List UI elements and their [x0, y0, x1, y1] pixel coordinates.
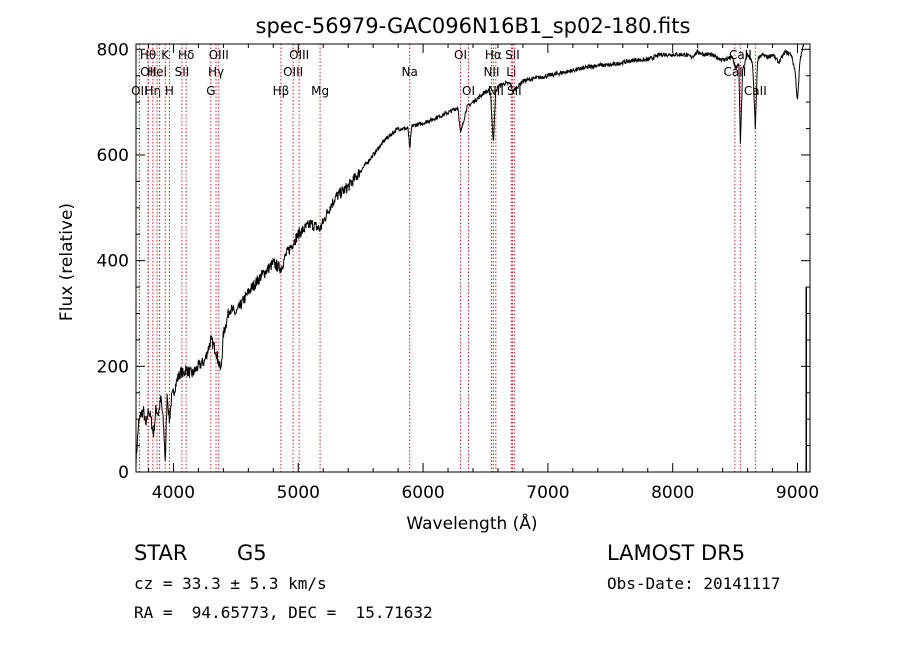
- line-marker-label-11: Hγ: [208, 65, 224, 79]
- x-tick-label-1: 5000: [277, 483, 320, 503]
- redshift-velocity: cz = 33.3 ± 5.3 km/s: [134, 574, 327, 593]
- observation-date: Obs-Date: 20141117: [607, 574, 781, 593]
- object-class-label: STAR: [134, 541, 188, 565]
- line-marker-label-19: OI: [462, 84, 475, 98]
- line-marker-label-0: OII: [131, 84, 148, 98]
- line-marker-label-16: Mg: [311, 84, 329, 98]
- x-tick-label-4: 8000: [651, 483, 694, 503]
- y-tick-label-3: 600: [97, 146, 129, 166]
- x-tick-label-3: 7000: [526, 483, 569, 503]
- axis-ticks: 4000 5000 6000 7000 8000 9000 0 200 400 600 800: [97, 40, 820, 503]
- y-tick-label-0: 0: [118, 463, 129, 483]
- y-axis-label: Flux (relative): [57, 203, 77, 321]
- line-marker-label-17: Na: [402, 65, 418, 79]
- line-marker-label-18: OI: [454, 48, 467, 62]
- line-marker-label-8: SII: [175, 65, 190, 79]
- line-marker-label-4: HeI: [147, 65, 167, 79]
- y-tick-label-1: 200: [97, 357, 129, 377]
- line-markers: OIIOIIHθHηHeIKHSIIHδGHγOIIIHβOIIIOIIIMgN…: [131, 44, 767, 472]
- line-marker-label-9: Hδ: [178, 48, 194, 62]
- chart-title: spec-56979-GAC096N16B1_sp02-180.fits: [256, 14, 691, 39]
- line-marker-label-10: G: [206, 84, 215, 98]
- y-tick-label-4: 800: [97, 40, 129, 60]
- line-marker-label-12: OIII: [209, 48, 229, 62]
- spectrum-series-line: [135, 44, 805, 468]
- plot-frame: [135, 43, 811, 473]
- x-tick-label-5: 9000: [776, 483, 819, 503]
- line-marker-label-14: OIII: [283, 65, 303, 79]
- line-marker-label-2: Hθ: [140, 48, 156, 62]
- line-marker-label-23: Li: [506, 65, 516, 79]
- line-marker-label-20: NII: [483, 65, 499, 79]
- x-axis-label: Wavelength (Å): [406, 512, 537, 534]
- line-marker-label-24: SII: [505, 48, 520, 62]
- y-tick-label-2: 400: [97, 252, 129, 272]
- line-marker-label-3: Hη: [145, 84, 162, 98]
- line-marker-label-28: CaII: [744, 84, 767, 98]
- object-subclass-label: G5: [237, 541, 267, 565]
- x-tick-label-0: 4000: [152, 483, 195, 503]
- x-tick-label-2: 6000: [401, 483, 444, 503]
- line-marker-label-21: Hα: [485, 48, 502, 62]
- survey-label: LAMOST DR5: [607, 541, 746, 565]
- line-marker-label-13: Hβ: [273, 84, 290, 98]
- coordinates: RA = 94.65773, DEC = 15.71632: [134, 603, 433, 622]
- line-marker-label-15: OIII: [289, 48, 309, 62]
- line-marker-label-7: H: [165, 84, 174, 98]
- line-marker-label-6: K: [161, 48, 170, 62]
